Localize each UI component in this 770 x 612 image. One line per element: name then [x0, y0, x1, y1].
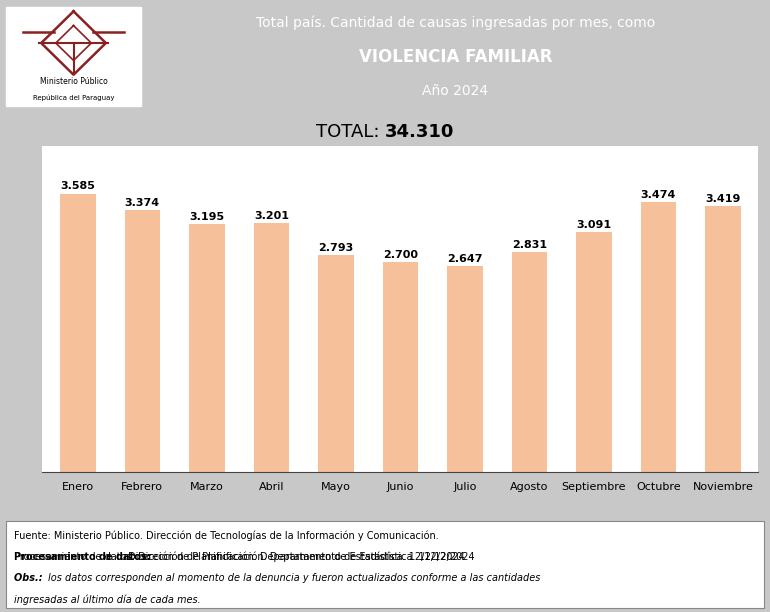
Text: 2.647: 2.647 [447, 255, 483, 264]
Bar [318, 255, 353, 472]
Text: 3.201: 3.201 [254, 211, 289, 221]
Bar [189, 224, 225, 472]
FancyBboxPatch shape [6, 521, 764, 608]
Bar [253, 223, 289, 472]
Text: VIOLENCIA FAMILIAR: VIOLENCIA FAMILIAR [359, 48, 552, 65]
Text: 2.793: 2.793 [318, 243, 353, 253]
Bar [641, 202, 676, 472]
Bar [125, 210, 160, 472]
FancyBboxPatch shape [6, 7, 141, 106]
Text: TOTAL:: TOTAL: [316, 122, 385, 141]
Bar [512, 252, 547, 472]
Text: 2.700: 2.700 [383, 250, 418, 260]
Text: Año 2024: Año 2024 [423, 84, 488, 97]
Text: ingresadas al último día de cada mes.: ingresadas al último día de cada mes. [14, 594, 201, 605]
Text: los datos corresponden al momento de la denuncia y fueron actualizados conforme : los datos corresponden al momento de la … [48, 573, 540, 583]
Text: 3.585: 3.585 [60, 181, 95, 192]
Text: 3.374: 3.374 [125, 198, 160, 207]
Bar [383, 263, 418, 472]
Text: 34.310: 34.310 [385, 122, 454, 141]
Text: 3.195: 3.195 [189, 212, 224, 222]
Text: Dirección de Planificación. Departamento de Estadística. 12/12/2024: Dirección de Planificación. Departamento… [125, 552, 464, 562]
Text: Procesamiento de datos:: Procesamiento de datos: [14, 552, 150, 562]
Text: Procesamiento de datos: Dirección de Planificación. Departamento de Estadística.: Procesamiento de datos: Dirección de Pla… [14, 552, 474, 562]
Bar [447, 266, 483, 472]
Text: Total país. Cantidad de causas ingresadas por mes, como: Total país. Cantidad de causas ingresada… [256, 15, 655, 30]
Bar [705, 206, 741, 472]
Text: Obs.:: Obs.: [14, 573, 46, 583]
Text: 3.419: 3.419 [705, 194, 741, 204]
Text: Ministerio Público: Ministerio Público [40, 77, 107, 86]
Text: 2.831: 2.831 [512, 240, 547, 250]
Bar [60, 193, 95, 472]
Text: 3.474: 3.474 [641, 190, 676, 200]
Text: Fuente: Ministerio Público. Dirección de Tecnologías de la Información y Comunic: Fuente: Ministerio Público. Dirección de… [14, 531, 439, 542]
Text: 3.091: 3.091 [577, 220, 611, 230]
Text: República del Paraguay: República del Paraguay [33, 94, 114, 100]
Bar [576, 232, 611, 472]
